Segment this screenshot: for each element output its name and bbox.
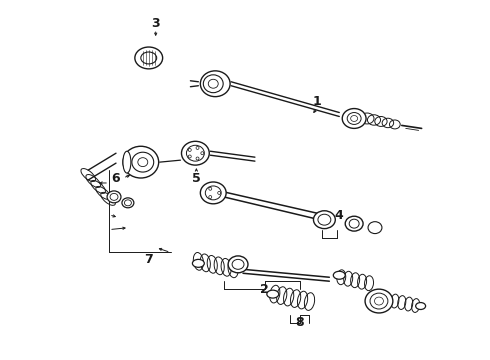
Text: 1: 1: [313, 95, 322, 108]
Ellipse shape: [267, 290, 279, 298]
Ellipse shape: [365, 289, 393, 313]
Ellipse shape: [181, 141, 209, 165]
Ellipse shape: [228, 256, 248, 273]
Text: 8: 8: [295, 316, 304, 329]
Ellipse shape: [200, 182, 226, 204]
Text: 5: 5: [192, 171, 201, 185]
Ellipse shape: [122, 198, 134, 208]
Ellipse shape: [123, 146, 159, 178]
Ellipse shape: [203, 75, 223, 93]
Ellipse shape: [107, 191, 121, 203]
Ellipse shape: [370, 293, 388, 309]
Ellipse shape: [200, 71, 230, 96]
Text: 6: 6: [112, 171, 121, 185]
Text: 7: 7: [145, 253, 153, 266]
Text: 4: 4: [335, 209, 343, 222]
Text: 3: 3: [151, 17, 160, 30]
Ellipse shape: [123, 151, 131, 173]
Ellipse shape: [342, 109, 366, 129]
Ellipse shape: [333, 271, 345, 279]
Ellipse shape: [314, 211, 335, 229]
Text: 2: 2: [261, 283, 269, 296]
Ellipse shape: [368, 222, 382, 234]
Ellipse shape: [416, 302, 426, 310]
Ellipse shape: [345, 216, 363, 231]
Ellipse shape: [132, 152, 154, 172]
Ellipse shape: [193, 260, 204, 267]
Ellipse shape: [187, 145, 204, 161]
